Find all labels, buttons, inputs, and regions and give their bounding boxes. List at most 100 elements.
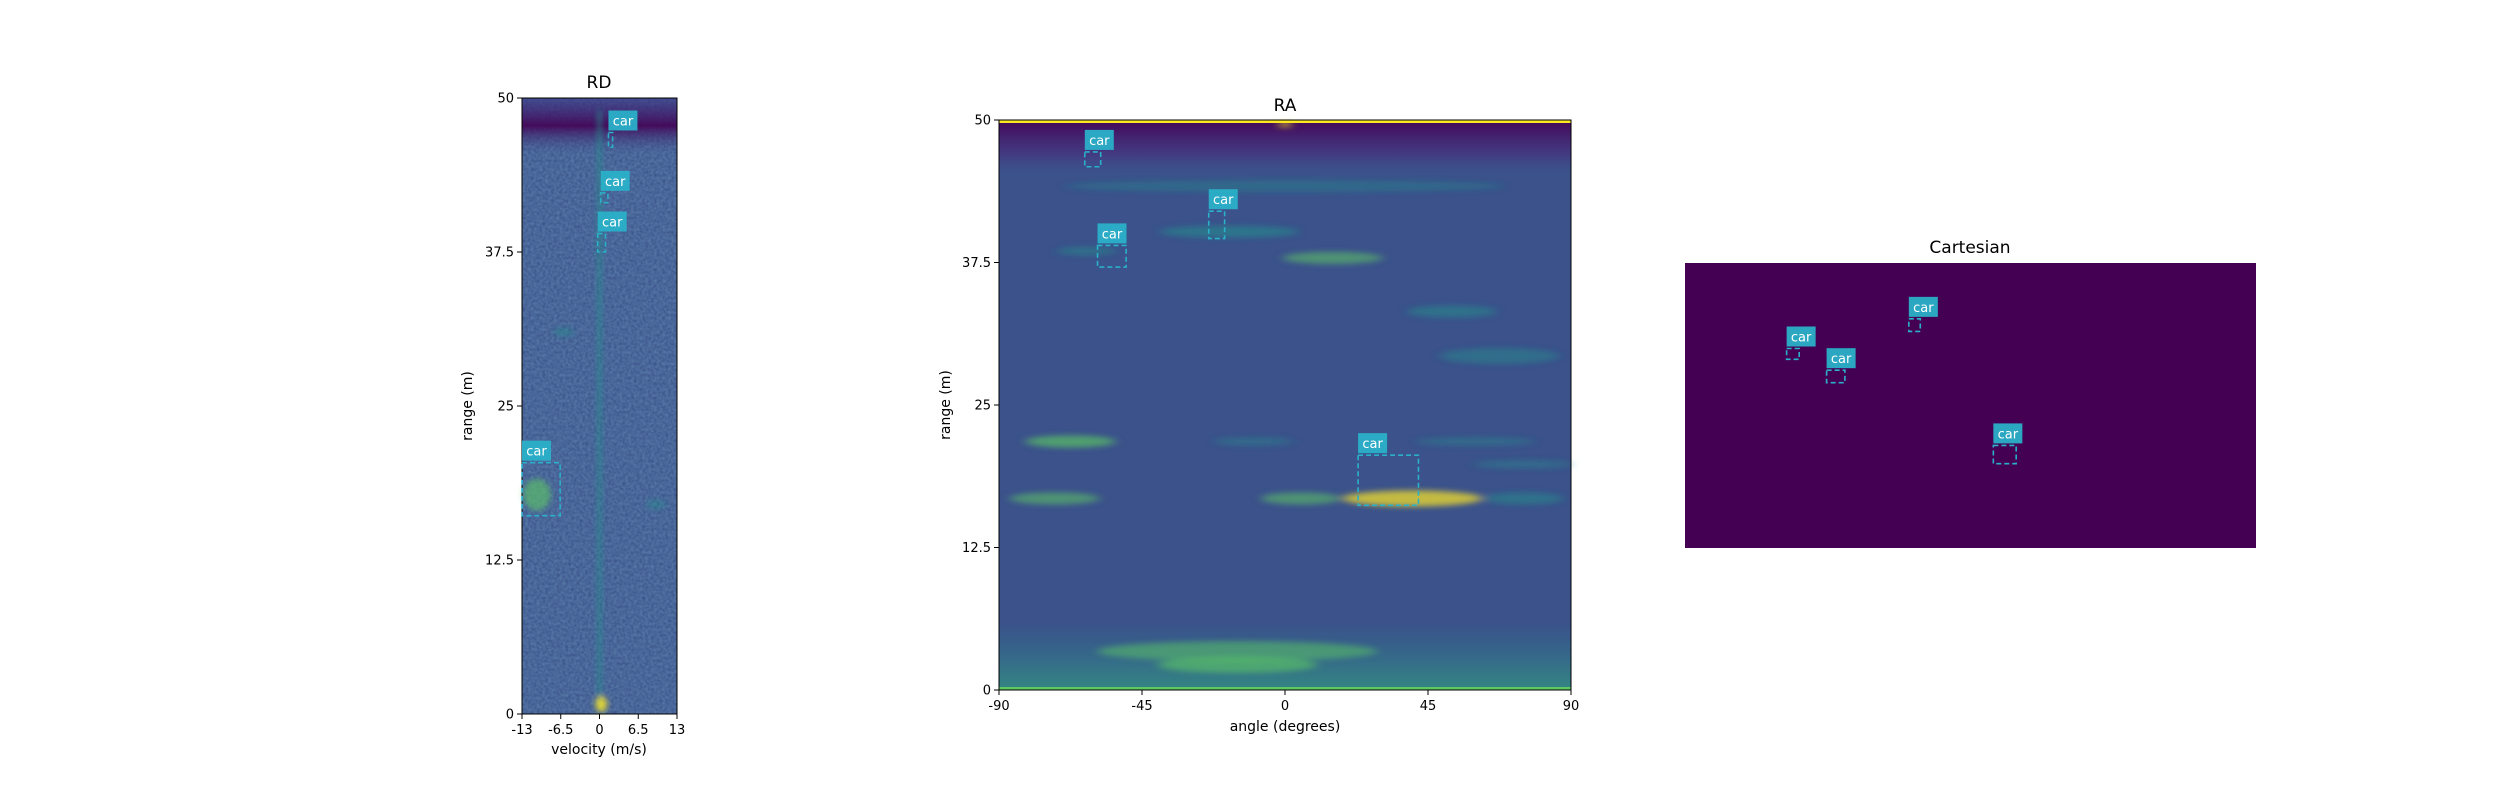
rd-xtick-label: -6.5	[548, 723, 573, 738]
ra-hot-blob	[1157, 656, 1318, 673]
ra-hot-blob	[1406, 305, 1497, 318]
ra-detection-label: car	[1089, 134, 1110, 149]
ra-xtick-label: -90	[988, 699, 1009, 714]
rd-detection-box	[521, 461, 561, 517]
rd-hot-blob	[553, 328, 574, 337]
rd-detection-label-bg	[608, 110, 638, 131]
ra-detection: car	[1084, 129, 1114, 168]
ra-xtick-label: 90	[1563, 699, 1580, 714]
cartesian-detection-box	[1785, 347, 1800, 361]
rd-detections: car car car car	[521, 110, 638, 517]
rd-ytick-label: 25	[497, 400, 514, 415]
cartesian-detection: car	[1785, 326, 1816, 361]
ra-heatmap	[999, 120, 1574, 690]
ra-detection-label: car	[1213, 193, 1234, 208]
cartesian-detection: car	[1825, 348, 1856, 384]
ra-detection: car	[1096, 223, 1127, 268]
ra-detection-label-bg	[1097, 223, 1127, 244]
ra-detection: car	[1357, 433, 1420, 507]
rd-heat-blobs	[522, 110, 667, 713]
rd-xlabel: velocity (m/s)	[551, 742, 647, 758]
rd-detection-box	[599, 192, 609, 204]
cartesian-title: Cartesian	[1929, 238, 2010, 258]
ra-xlabel: angle (degrees)	[1230, 719, 1341, 735]
cartesian-detection-label: car	[1831, 352, 1852, 367]
rd-xtick-label: -13	[511, 723, 532, 738]
ra-hot-blob	[1473, 460, 1574, 469]
cartesian-detection-label-bg	[1826, 348, 1856, 369]
rd-detection: car	[596, 211, 627, 253]
rd-detection: car	[607, 110, 638, 149]
ra-hot-blob	[1213, 437, 1294, 446]
cartesian-detection-label-bg	[1786, 326, 1816, 347]
ra-heat-blobs	[1009, 122, 1574, 673]
cartesian-detection-box	[1908, 318, 1922, 333]
rd-hot-blob	[522, 478, 551, 511]
rd-ytick-label: 12.5	[485, 554, 514, 569]
cartesian-detection-label: car	[1998, 427, 2019, 442]
cartesian-detection: car	[1992, 423, 2023, 465]
ra-detections: car car car car	[1084, 129, 1420, 507]
ra-hot-blob	[1009, 492, 1100, 505]
cartesian-detection-label-bg	[1908, 296, 1938, 317]
ra-detection-box	[1357, 454, 1420, 507]
ra-x-ticks: -90 -45 0 45 90	[988, 690, 1579, 714]
ra-detection-box	[1096, 244, 1127, 268]
cartesian-detections: car car car car	[1785, 296, 2023, 465]
ra-bottom-edge	[999, 687, 1571, 690]
rd-detection-box	[596, 232, 607, 253]
ra-detection-box	[1207, 210, 1226, 240]
rd-detection-label-bg	[597, 211, 627, 232]
ra-hot-blob	[1025, 435, 1116, 448]
ra-detection-label-bg	[1358, 433, 1388, 454]
rd-detection-label: car	[605, 175, 626, 190]
rd-detection-box	[607, 131, 614, 149]
cartesian-detection: car	[1908, 296, 1938, 333]
ra-hot-blob	[1097, 641, 1378, 662]
cartesian-detection-box	[1825, 369, 1846, 384]
rd-detection-label-bg	[600, 170, 630, 191]
ra-y-ticks: 0 12.5 25 37.5 50	[962, 114, 999, 699]
ra-title: RA	[1274, 96, 1297, 116]
ra-ytick-label: 50	[974, 114, 991, 129]
rd-x-ticks: -13 -6.5 0 6.5 13	[511, 714, 685, 738]
ra-hot-blob	[1483, 492, 1564, 505]
ra-hot-blob	[1065, 180, 1505, 193]
cartesian-detection-box	[1992, 444, 2017, 465]
ra-hot-blob	[1282, 251, 1383, 264]
rd-hot-blob	[646, 500, 667, 509]
rd-detection-label: car	[613, 114, 634, 129]
ra-detection-label-bg	[1208, 189, 1238, 210]
cartesian-detection-label: car	[1913, 301, 1934, 316]
ra-hot-blob	[1279, 122, 1291, 127]
rd-detection-label-bg	[522, 440, 551, 461]
ra-ytick-label: 12.5	[962, 541, 991, 556]
cartesian-panel: Cartesian car car car car	[1685, 238, 2256, 548]
rd-detection: car	[521, 440, 561, 517]
ra-detection-label: car	[1102, 227, 1123, 242]
cartesian-detection-label-bg	[1993, 423, 2023, 444]
rd-detection-label: car	[526, 445, 547, 460]
rd-xtick-label: 13	[669, 723, 686, 738]
ra-heat-base	[999, 120, 1571, 690]
ra-detection-label-bg	[1084, 129, 1114, 150]
cartesian-detection-label: car	[1791, 331, 1812, 346]
ra-ytick-label: 25	[974, 399, 991, 414]
rd-hot-blob	[595, 696, 608, 713]
ra-hot-blob	[1342, 490, 1483, 507]
rd-ylabel: range (m)	[460, 371, 476, 441]
ra-detection: car	[1207, 189, 1238, 240]
rd-ytick-label: 50	[497, 92, 514, 107]
ra-detection-label: car	[1362, 437, 1383, 452]
rd-xtick-label: 6.5	[628, 723, 649, 738]
ra-hot-blob	[1159, 225, 1300, 238]
rd-detection-label: car	[602, 216, 623, 231]
ra-top-edge	[999, 120, 1571, 123]
rd-heatmap	[522, 98, 677, 714]
ra-hot-blob	[1439, 347, 1560, 364]
ra-hot-blob	[1415, 437, 1536, 446]
ra-hot-blob	[1056, 247, 1117, 256]
